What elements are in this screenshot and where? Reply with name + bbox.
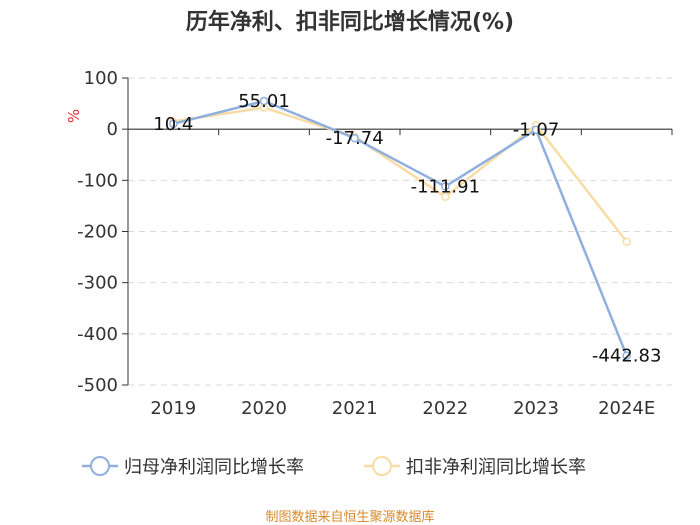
legend-marker-icon (372, 456, 392, 476)
y-tick-label: -500 (77, 375, 118, 396)
series-0-point[interactable] (622, 351, 631, 360)
series-0-point[interactable] (259, 96, 269, 106)
series-layer (169, 96, 631, 360)
data-label: -111.91 (411, 176, 480, 197)
grid-layer (128, 77, 672, 386)
series-0-point[interactable] (350, 133, 359, 143)
x-tick-label: 2024E (598, 398, 655, 419)
series-line-1 (173, 106, 628, 243)
data-label: -1.07 (513, 120, 560, 141)
y-axis-unit-label: % (65, 109, 83, 123)
axis-layer: 100 0 -100 -200 -300 -400 -500 2019 2020 2021 2022… (65, 68, 673, 419)
x-tick-label: 2022 (422, 398, 468, 419)
y-tick-label: 0 (107, 119, 118, 140)
legend-marker-icon (90, 456, 110, 476)
y-tick-label: -300 (77, 273, 118, 294)
data-label: 10.4 (153, 114, 193, 135)
x-tick-label: 2021 (332, 398, 378, 419)
y-tick-label: -400 (77, 324, 118, 345)
y-tick-label: 100 (84, 68, 118, 89)
legend-label: 扣非净利润同比增长率 (406, 457, 586, 478)
label-layer: 10.4 55.01 -17.74 -111.91 -1.07 -442.83 (153, 91, 661, 367)
series-1-point[interactable] (441, 192, 450, 201)
legend-label: 归母净利润同比增长率 (124, 457, 304, 478)
source-note: 制图数据来自恒生聚源数据库 (265, 510, 435, 525)
x-tick-label: 2023 (513, 398, 559, 419)
series-0-point[interactable] (441, 182, 450, 191)
series-0-point[interactable] (169, 119, 178, 129)
chart-title: 历年净利、扣非同比增长情况(%) (185, 10, 515, 35)
y-tick-label: -200 (77, 222, 118, 243)
legend[interactable]: 归母净利润同比增长率 扣非净利润同比增长率 (82, 456, 586, 478)
data-label: -17.74 (326, 128, 384, 149)
y-tick-label: -100 (77, 170, 118, 191)
x-tick-label: 2019 (150, 398, 196, 419)
series-1-point[interactable] (622, 237, 631, 246)
legend-item-0[interactable]: 归母净利润同比增长率 (82, 456, 304, 478)
data-label: -442.83 (592, 346, 661, 367)
series-0-point[interactable] (531, 125, 541, 134)
data-label: 55.01 (238, 91, 290, 112)
legend-item-1[interactable]: 扣非净利润同比增长率 (364, 456, 586, 478)
series-line-0 (173, 99, 628, 357)
x-tick-label: 2020 (241, 398, 287, 419)
